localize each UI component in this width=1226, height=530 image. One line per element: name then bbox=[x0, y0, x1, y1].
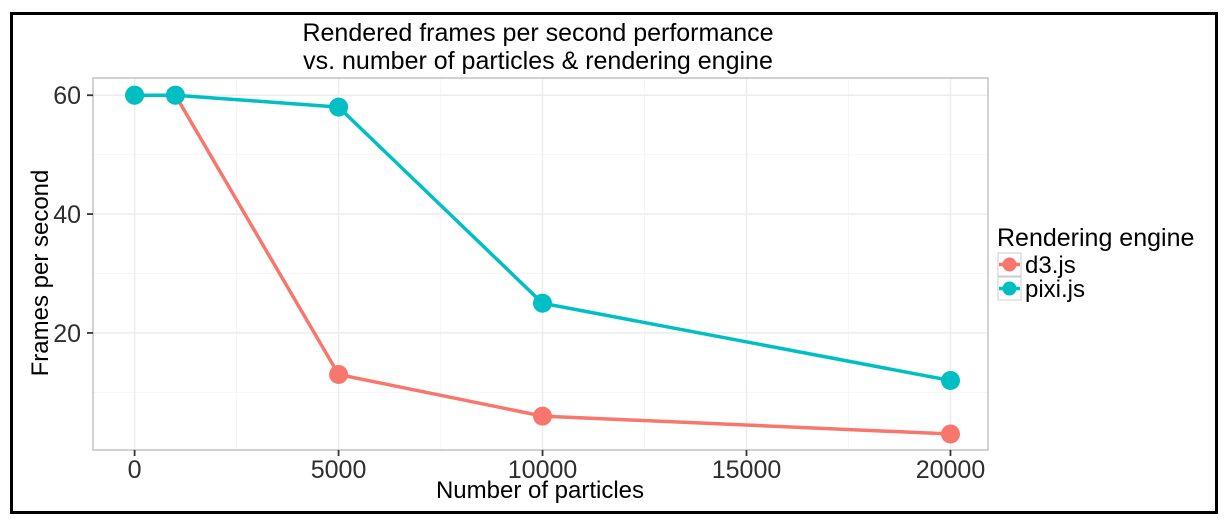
series-pixi.js bbox=[125, 85, 960, 390]
x-tick-label: 10000 bbox=[508, 456, 578, 484]
chart-title-line1: Rendered frames per second performance bbox=[302, 19, 773, 47]
y-axis-title: Frames per second bbox=[27, 170, 54, 377]
chart-title-line2: vs. number of particles & rendering engi… bbox=[303, 47, 773, 75]
data-point bbox=[533, 293, 552, 313]
series-layer bbox=[125, 85, 960, 444]
data-point bbox=[329, 365, 349, 384]
data-point bbox=[941, 424, 960, 444]
y-tick-label: 20 bbox=[53, 320, 81, 348]
axis-tick-marks bbox=[87, 94, 952, 456]
x-tick-label: 20000 bbox=[916, 456, 986, 484]
legend-key-point bbox=[1002, 257, 1017, 272]
panel-border bbox=[92, 77, 989, 451]
data-point bbox=[165, 85, 185, 105]
x-tick-labels: 0 5000 10000 15000 20000 bbox=[128, 456, 986, 484]
y-tick-label: 60 bbox=[53, 82, 81, 110]
y-tick-label: 40 bbox=[53, 201, 81, 229]
x-tick-label: 5000 bbox=[311, 456, 367, 484]
legend-title: Rendering engine bbox=[997, 224, 1194, 252]
x-tick-label: 15000 bbox=[712, 456, 782, 484]
legend-label: d3.js bbox=[1025, 252, 1076, 279]
data-point bbox=[533, 406, 552, 426]
x-tick-label: 0 bbox=[128, 456, 142, 484]
data-point bbox=[329, 97, 349, 117]
grid-layer bbox=[93, 78, 988, 450]
y-tick-labels: 20 40 60 bbox=[53, 82, 81, 348]
legend-label: pixi.js bbox=[1025, 276, 1085, 303]
data-point bbox=[941, 371, 960, 390]
data-point bbox=[125, 85, 145, 105]
legend-key-point bbox=[1002, 281, 1017, 296]
x-axis-title: Number of particles bbox=[436, 477, 644, 504]
